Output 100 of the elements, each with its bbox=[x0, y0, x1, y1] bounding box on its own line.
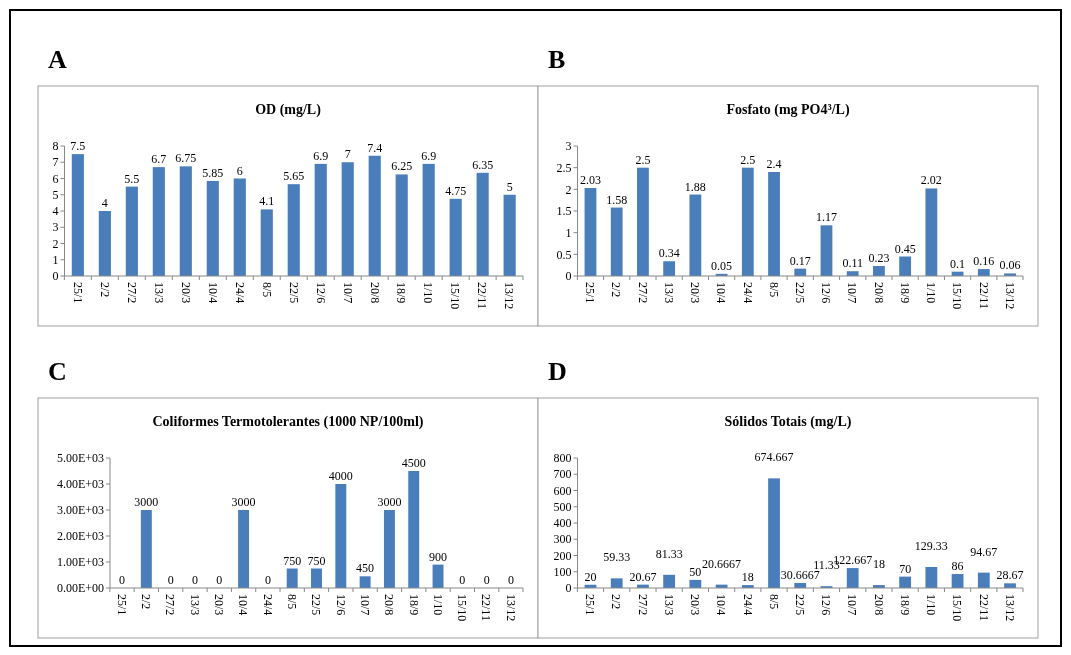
y-tick-label: 800 bbox=[553, 451, 572, 466]
data-label: 6.75 bbox=[175, 151, 197, 166]
x-tick-label: 20/8 bbox=[382, 594, 397, 616]
data-label: 6.9 bbox=[313, 148, 329, 163]
data-label: 900 bbox=[429, 549, 448, 564]
x-tick-label: 10/7 bbox=[845, 594, 860, 616]
x-tick-label: 12/6 bbox=[819, 594, 834, 616]
data-label: 0 bbox=[483, 573, 490, 587]
x-tick-label: 18/9 bbox=[406, 594, 421, 616]
x-tick-label: 27/2 bbox=[124, 282, 139, 304]
y-tick-label: 6 bbox=[52, 171, 59, 186]
data-label: 750 bbox=[307, 553, 326, 568]
y-tick-label: 700 bbox=[553, 467, 572, 482]
data-label: 18 bbox=[872, 557, 885, 572]
x-tick-label: 20/3 bbox=[688, 594, 703, 616]
x-tick-label: 22/5 bbox=[793, 282, 808, 304]
x-tick-label: 13/3 bbox=[151, 282, 166, 304]
x-tick-label: 13/12 bbox=[1002, 282, 1017, 310]
y-tick-label: 0.00E+00 bbox=[56, 581, 104, 596]
x-tick-label: 22/5 bbox=[286, 282, 301, 304]
data-label: 7 bbox=[344, 147, 351, 162]
y-tick-label: 3.00E+03 bbox=[56, 503, 104, 518]
x-tick-label: 13/3 bbox=[661, 282, 676, 304]
data-label: 0.1 bbox=[950, 256, 966, 271]
data-label: 5.65 bbox=[283, 169, 305, 184]
y-tick-label: 500 bbox=[553, 499, 572, 514]
data-label: 1.17 bbox=[815, 210, 837, 225]
text: D bbox=[548, 357, 567, 386]
x-tick-label: 12/6 bbox=[819, 282, 834, 304]
x-tick-label: 27/2 bbox=[163, 594, 178, 616]
x-tick-label: 22/11 bbox=[479, 594, 494, 621]
data-label: 0 bbox=[264, 573, 271, 587]
y-tick-label: 1.00E+03 bbox=[56, 555, 104, 570]
x-tick-label: 15/10 bbox=[950, 282, 965, 310]
data-label: 50 bbox=[689, 564, 702, 579]
data-label: 2.02 bbox=[920, 173, 942, 188]
data-label: 5 bbox=[506, 179, 513, 194]
x-tick-label: 24/4 bbox=[740, 282, 755, 304]
x-tick-label: 22/5 bbox=[793, 594, 808, 616]
data-label: 6.25 bbox=[391, 159, 413, 174]
data-label: 2.5 bbox=[635, 152, 651, 167]
data-label: 4.1 bbox=[259, 194, 275, 209]
y-tick-label: 400 bbox=[553, 516, 572, 531]
data-label: 18 bbox=[741, 570, 754, 585]
y-tick-label: 3 bbox=[565, 139, 572, 154]
data-label: 6 bbox=[236, 163, 243, 178]
data-label: 674.667 bbox=[754, 450, 794, 465]
data-label: 20.6667 bbox=[702, 556, 742, 571]
data-label: 70 bbox=[899, 561, 912, 576]
x-tick-label: 10/7 bbox=[357, 594, 372, 616]
y-tick-label: 8 bbox=[52, 139, 59, 154]
text: B bbox=[548, 45, 566, 74]
data-label: 4500 bbox=[401, 456, 426, 470]
y-tick-label: 1 bbox=[52, 252, 59, 267]
y-tick-label: 200 bbox=[553, 548, 572, 563]
y-tick-label: 4 bbox=[52, 204, 59, 219]
x-tick-label: 10/4 bbox=[714, 594, 729, 616]
data-label: 0 bbox=[507, 573, 514, 587]
x-tick-label: 22/11 bbox=[976, 594, 991, 621]
y-tick-label: 1.5 bbox=[556, 204, 572, 219]
y-tick-label: 1 bbox=[565, 225, 572, 240]
y-tick-label: 100 bbox=[553, 564, 572, 579]
y-tick-label: 4.00E+03 bbox=[56, 477, 104, 492]
x-tick-label: 15/10 bbox=[950, 594, 965, 622]
data-label: 0.34 bbox=[658, 246, 680, 261]
data-label: 0.45 bbox=[894, 241, 916, 256]
data-label: 2.5 bbox=[740, 152, 756, 167]
y-tick-label: 2.00E+03 bbox=[56, 529, 104, 544]
text: A bbox=[48, 45, 67, 74]
data-label: 2.03 bbox=[579, 173, 601, 188]
x-tick-label: 18/9 bbox=[897, 282, 912, 304]
data-label: 1.58 bbox=[606, 192, 628, 207]
data-label: 3000 bbox=[377, 495, 402, 509]
y-tick-label: 600 bbox=[553, 483, 572, 498]
data-label: 1.88 bbox=[684, 179, 706, 194]
data-label: 0 bbox=[119, 573, 126, 587]
y-tick-label: 0.5 bbox=[556, 247, 572, 262]
chart-title: OD (mg/L) bbox=[255, 102, 322, 118]
x-tick-label: 1/10 bbox=[421, 282, 436, 304]
data-label: 30.6667 bbox=[780, 568, 820, 583]
data-label: 5.5 bbox=[124, 171, 140, 186]
data-label: 3000 bbox=[231, 495, 256, 509]
chart-title: Coliformes Termotolerantes (1000 NP/100ml) bbox=[152, 414, 424, 430]
data-label: 5.85 bbox=[202, 165, 224, 180]
data-label: 0.16 bbox=[973, 254, 995, 269]
y-tick-label: 5 bbox=[52, 187, 59, 202]
x-tick-label: 20/8 bbox=[871, 282, 886, 304]
x-tick-label: 27/2 bbox=[635, 594, 650, 616]
x-tick-label: 2/2 bbox=[97, 282, 112, 298]
data-label: 3000 bbox=[134, 495, 159, 509]
x-tick-label: 20/8 bbox=[367, 282, 382, 304]
x-tick-label: 8/5 bbox=[259, 282, 274, 298]
x-tick-label: 15/10 bbox=[448, 282, 463, 310]
x-tick-label: 25/1 bbox=[583, 594, 598, 616]
data-label: 7.5 bbox=[70, 139, 86, 154]
y-tick-label: 5.00E+03 bbox=[56, 451, 104, 466]
x-tick-label: 2/2 bbox=[609, 282, 624, 298]
x-tick-label: 20/8 bbox=[871, 594, 886, 616]
y-tick-label: 7 bbox=[52, 155, 59, 170]
x-tick-label: 18/9 bbox=[897, 594, 912, 616]
